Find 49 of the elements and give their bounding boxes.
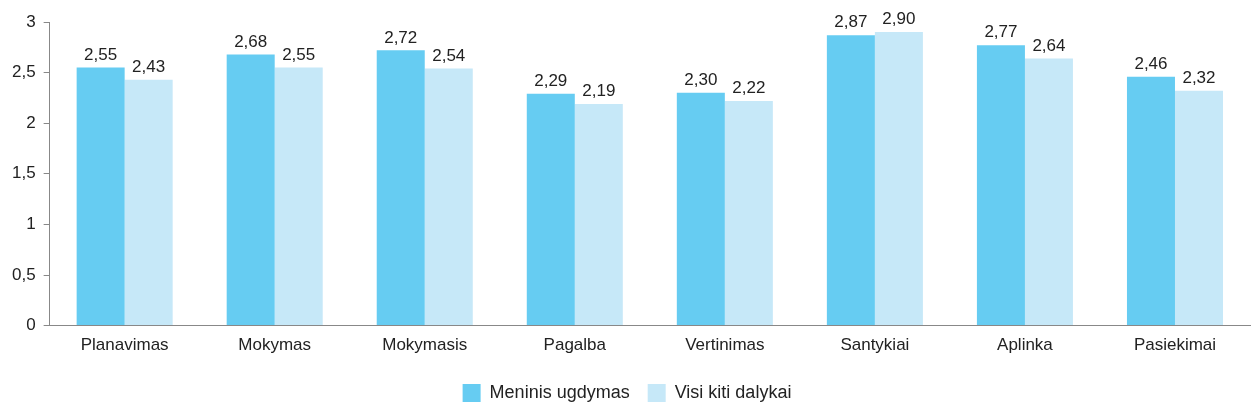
x-tick-label: Pasiekimai: [1133, 335, 1217, 355]
data-label: 2,30: [684, 70, 718, 90]
bar: [724, 100, 773, 326]
x-tick-label: Planavimas: [80, 335, 169, 355]
y-tick-label: 3: [26, 11, 36, 31]
x-tick-label: Santykiai: [840, 335, 910, 355]
bar: [976, 45, 1025, 326]
data-label: 2,87: [834, 12, 868, 32]
data-label: 2,32: [1182, 68, 1216, 87]
x-tick-label: Vertinimas: [685, 335, 765, 355]
y-tick-label: 1: [26, 214, 36, 234]
data-label: 2,55: [282, 44, 316, 64]
data-label: 2,55: [84, 44, 118, 64]
bar: [1024, 58, 1073, 326]
bar: [226, 54, 275, 326]
x-tick-label: Mokymasis: [382, 335, 468, 355]
bar: [76, 67, 125, 326]
y-tick-label: 0: [26, 315, 36, 335]
bar: [1174, 90, 1223, 326]
bar: [526, 93, 575, 326]
data-label: 2,64: [1032, 35, 1066, 55]
x-tick-label: Aplinka: [997, 335, 1054, 355]
y-tick-label: 1,5: [11, 163, 36, 183]
bar: [1126, 76, 1175, 326]
bar: [676, 92, 725, 326]
data-label: 2,22: [732, 78, 766, 98]
legend-label: Meninis ugdymas: [489, 381, 630, 402]
data-label: 2,68: [234, 31, 268, 51]
bar: [874, 32, 923, 326]
y-tick-label: 2,5: [11, 62, 36, 82]
y-tick-label: 2: [26, 112, 36, 132]
bar: [376, 50, 425, 326]
data-label: 2,72: [384, 27, 418, 47]
bar: [124, 79, 173, 326]
bar: [274, 67, 323, 326]
data-label: 2,46: [1134, 53, 1168, 73]
data-label: 2,43: [132, 56, 166, 76]
data-label: 2,90: [882, 9, 916, 29]
bar: [826, 35, 875, 326]
y-tick-label: 0,5: [11, 264, 36, 284]
data-label: 2,19: [582, 81, 616, 101]
x-tick-label: Mokymas: [238, 335, 312, 355]
data-label: 2,29: [534, 71, 568, 91]
bar: [574, 103, 623, 326]
x-tick-label: Pagalba: [543, 335, 607, 355]
legend-label: Visi kiti dalykai: [674, 381, 792, 402]
data-label: 2,77: [984, 22, 1018, 42]
bar: [424, 68, 473, 326]
data-label: 2,54: [432, 45, 466, 65]
